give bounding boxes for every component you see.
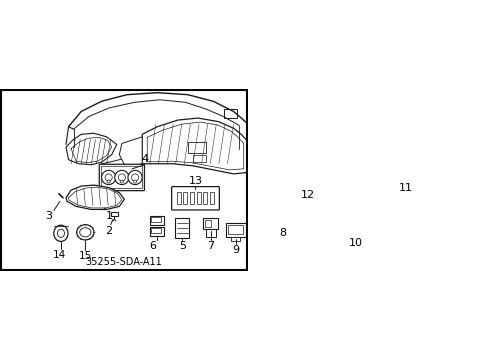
Bar: [149, 227, 163, 236]
Circle shape: [102, 170, 116, 185]
Circle shape: [105, 174, 112, 181]
Bar: [196, 192, 200, 204]
Bar: [313, 169, 325, 177]
Bar: [149, 216, 163, 225]
Circle shape: [131, 174, 138, 181]
Text: 2: 2: [105, 226, 113, 236]
Polygon shape: [119, 137, 142, 166]
Bar: [175, 218, 189, 238]
Bar: [204, 220, 210, 227]
FancyBboxPatch shape: [171, 186, 219, 210]
Bar: [209, 192, 213, 204]
Text: 13: 13: [188, 176, 202, 186]
Circle shape: [128, 170, 142, 185]
Ellipse shape: [57, 229, 64, 237]
Bar: [230, 237, 240, 242]
Bar: [189, 192, 194, 204]
Bar: [227, 225, 243, 234]
Bar: [110, 212, 118, 216]
Bar: [276, 211, 289, 227]
Text: 10: 10: [348, 238, 362, 248]
Circle shape: [107, 180, 110, 183]
Circle shape: [118, 174, 125, 181]
Bar: [193, 154, 205, 162]
Text: 6: 6: [148, 241, 156, 251]
Bar: [187, 142, 205, 153]
Ellipse shape: [77, 225, 94, 240]
Text: 12: 12: [300, 190, 314, 200]
Circle shape: [133, 180, 136, 183]
Bar: [183, 192, 187, 204]
Bar: [205, 229, 215, 237]
Polygon shape: [66, 133, 117, 165]
Text: 35255-SDA-A11: 35255-SDA-A11: [85, 257, 162, 267]
Circle shape: [115, 170, 129, 185]
Polygon shape: [380, 172, 395, 188]
Polygon shape: [66, 185, 124, 210]
Bar: [176, 192, 181, 204]
Text: 14: 14: [53, 250, 66, 260]
Ellipse shape: [80, 228, 91, 237]
Text: 8: 8: [279, 228, 286, 238]
Bar: [203, 218, 218, 229]
Bar: [224, 109, 237, 118]
Text: 4: 4: [141, 154, 148, 164]
Circle shape: [280, 222, 285, 227]
Polygon shape: [102, 154, 142, 172]
Text: 5: 5: [179, 241, 185, 251]
Text: 9: 9: [232, 245, 239, 255]
Bar: [151, 228, 161, 233]
Circle shape: [120, 180, 123, 183]
Ellipse shape: [54, 225, 68, 242]
Polygon shape: [142, 118, 248, 174]
Text: 11: 11: [398, 183, 412, 193]
Text: 3: 3: [44, 211, 52, 221]
Bar: [203, 192, 207, 204]
Text: 15: 15: [79, 251, 92, 261]
FancyBboxPatch shape: [99, 164, 144, 191]
Bar: [151, 217, 161, 222]
FancyBboxPatch shape: [101, 166, 142, 189]
Text: 7: 7: [207, 241, 214, 251]
Bar: [225, 223, 246, 237]
Circle shape: [348, 212, 353, 217]
Circle shape: [346, 210, 356, 220]
Text: 1: 1: [105, 211, 112, 221]
